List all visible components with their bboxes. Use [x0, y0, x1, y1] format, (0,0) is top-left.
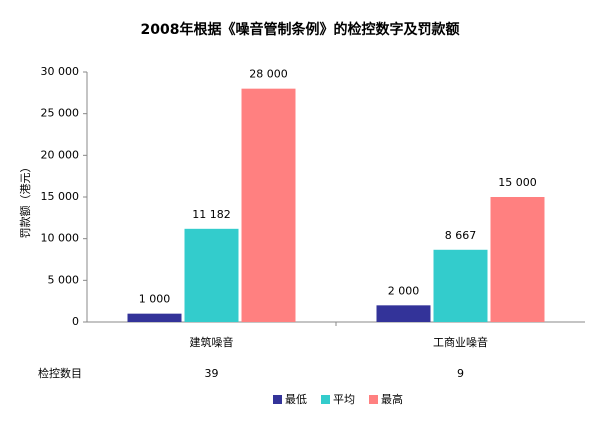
y-tick-label: 20 000 — [41, 148, 80, 161]
x-tick-label: 建筑噪音 — [190, 335, 234, 349]
y-axis-label: 罚款额（港元） — [18, 162, 32, 239]
bar — [433, 249, 488, 322]
y-tick-label: 10 000 — [41, 232, 80, 245]
y-tick-label: 5 000 — [48, 273, 80, 286]
legend-label: 最高 — [381, 392, 403, 406]
legend-label: 最低 — [285, 393, 307, 406]
x-tick-label: 工商业噪音 — [433, 335, 488, 349]
value-label: 15 000 — [498, 176, 537, 189]
legend-swatch — [321, 395, 330, 404]
chart-title: 2008年根据《噪音管制条例》的检控数字及罚款额 — [141, 21, 460, 38]
count-value: 9 — [457, 367, 464, 380]
y-tick-label: 15 000 — [41, 190, 80, 203]
value-label: 1 000 — [139, 293, 171, 306]
counts-label: 检控数目 — [38, 366, 82, 380]
legend-swatch — [369, 395, 378, 404]
bar — [241, 88, 296, 323]
legend-swatch — [273, 395, 282, 404]
count-value: 39 — [205, 367, 219, 380]
value-label: 11 182 — [192, 208, 231, 221]
legend-label: 平均 — [333, 393, 355, 406]
y-tick-label: 0 — [72, 315, 79, 328]
y-tick-label: 30 000 — [41, 65, 80, 78]
bar — [490, 197, 545, 322]
value-label: 2 000 — [388, 284, 420, 297]
bar — [184, 228, 239, 322]
bar — [127, 313, 182, 322]
value-label: 28 000 — [249, 68, 288, 81]
value-label: 8 667 — [445, 229, 477, 242]
bar — [376, 305, 431, 322]
y-tick-label: 25 000 — [41, 107, 80, 120]
